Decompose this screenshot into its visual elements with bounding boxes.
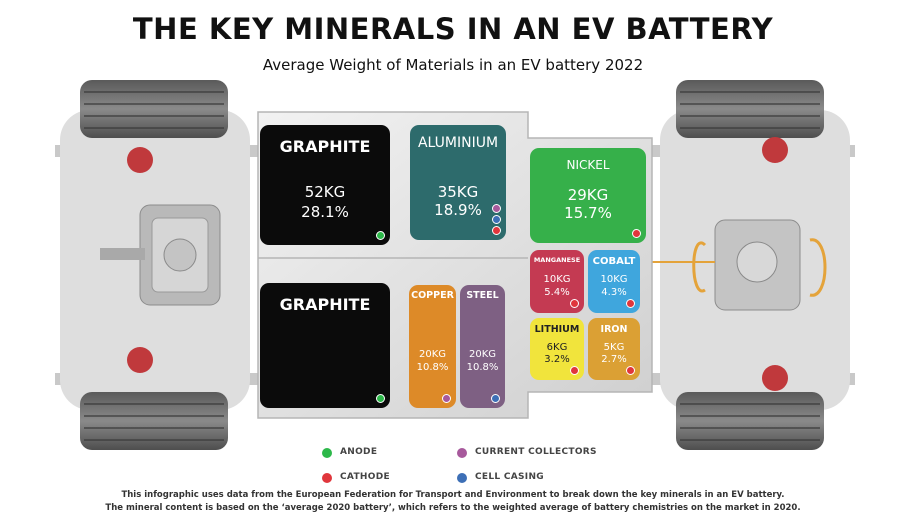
tile-weight: 29KG: [567, 186, 609, 204]
cathode-dot: [570, 299, 579, 308]
chart-title: THE KEY MINERALS IN AN EV BATTERY: [132, 12, 774, 46]
front-motor: [100, 204, 221, 306]
rear-motor: [640, 219, 827, 311]
tire-front-right: [80, 392, 228, 450]
tile-name: ALUMINIUM: [417, 135, 499, 151]
tile-percent: 15.7%: [564, 204, 612, 222]
legend-anode-label: ANODE: [340, 447, 378, 457]
tile-weight: 5KG: [603, 342, 625, 353]
cathode-dot: [632, 229, 641, 238]
legend-cell-casing-swatch: [457, 473, 467, 483]
tile-name: STEEL: [466, 290, 499, 301]
tile-percent: 4.3%: [601, 287, 627, 298]
brake-caliper-rr: [762, 365, 788, 391]
footnote-line-2: The mineral content is based on the ‘ave…: [105, 503, 801, 513]
tile-name: GRAPHITE: [279, 295, 371, 314]
cathode-dot: [492, 226, 501, 235]
legend-anode-swatch: [322, 448, 332, 458]
tile-name: MANGANESE: [533, 256, 581, 264]
current-collectors-dot: [442, 394, 451, 403]
chart-subtitle: Average Weight of Materials in an EV bat…: [262, 56, 644, 74]
tile-copper: COPPER 20KG 10.8%: [409, 285, 456, 408]
tile-percent: 28.1%: [301, 203, 349, 221]
tile-percent: 2.7%: [601, 354, 627, 365]
tile-percent: 18.9%: [434, 201, 482, 219]
legend-cathode-swatch: [322, 473, 332, 483]
legend-current-collectors-swatch: [457, 448, 467, 458]
tile-name: IRON: [600, 324, 628, 335]
cathode-dot: [570, 366, 579, 375]
legend-current-collectors-label: CURRENT COLLECTORS: [475, 447, 597, 457]
footnote-line-1: This infographic uses data from the Euro…: [121, 490, 785, 500]
cell-casing-dot: [491, 394, 500, 403]
tire-rear-left: [676, 80, 824, 138]
tile-nickel: NICKEL 29KG 15.7%: [530, 148, 646, 243]
tile-cobalt: COBALT 10KG 4.3%: [588, 250, 640, 313]
tile-percent: 5.4%: [544, 287, 570, 298]
tile-weight: 35KG: [437, 183, 479, 201]
tile-graphite: GRAPHITE 52KG 28.1%: [260, 125, 390, 245]
tile-name: COBALT: [592, 256, 636, 267]
cathode-dot: [626, 366, 635, 375]
tile-percent: 10.8%: [466, 362, 499, 373]
tile-name: LITHIUM: [534, 324, 580, 335]
tile-weight: 20KG: [468, 349, 497, 360]
tire-front-left: [80, 80, 228, 138]
tile-percent: 10.8%: [416, 362, 449, 373]
anode-dot: [376, 231, 385, 240]
legend-cell-casing-label: CELL CASING: [475, 472, 544, 482]
tile-weight: 10KG: [600, 274, 628, 285]
current-collectors-dot: [492, 204, 501, 213]
tile-name: COPPER: [411, 290, 454, 301]
tile-weight: 20KG: [418, 349, 447, 360]
brake-caliper-fr: [127, 347, 153, 373]
tile-name: NICKEL: [566, 158, 610, 172]
tire-rear-right: [676, 392, 824, 450]
tile-iron: IRON 5KG 2.7%: [588, 318, 640, 380]
tile-weight: 6KG: [546, 342, 568, 353]
tile-lithium: LITHIUM 6KG 3.2%: [530, 318, 584, 380]
brake-caliper-fl: [127, 147, 153, 173]
legend-cathode-label: CATHODE: [340, 472, 390, 482]
cathode-dot: [626, 299, 635, 308]
anode-dot: [376, 394, 385, 403]
cell-casing-dot: [492, 215, 501, 224]
tile-weight: 10KG: [543, 274, 571, 285]
tile-name: GRAPHITE: [279, 137, 371, 156]
tile-percent: 3.2%: [544, 354, 570, 365]
brake-caliper-rl: [762, 137, 788, 163]
tile-graphite-lower: GRAPHITE: [260, 283, 390, 408]
tile-manganese: MANGANESE 10KG 5.4%: [530, 250, 584, 313]
tile-aluminium: ALUMINIUM 35KG 18.9%: [410, 125, 506, 240]
tile-weight: 52KG: [304, 183, 346, 201]
tile-steel: STEEL 20KG 10.8%: [460, 285, 505, 408]
